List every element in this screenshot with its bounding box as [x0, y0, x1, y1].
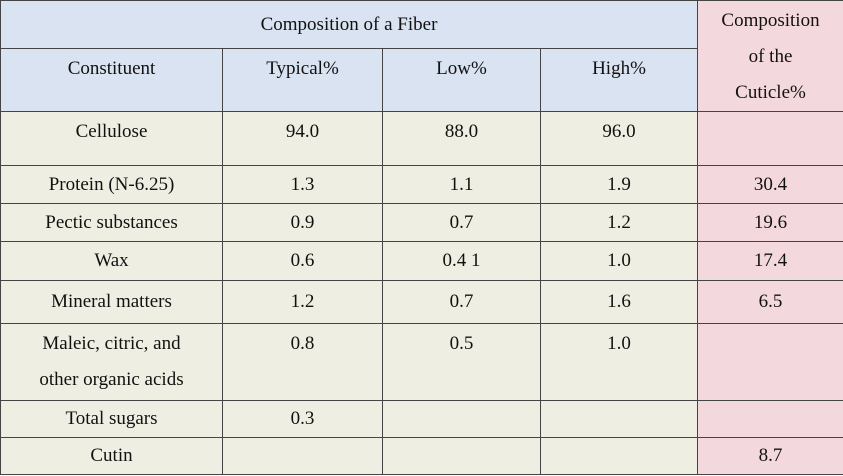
typical-cell [222, 437, 383, 475]
column-header-high: High% [540, 48, 698, 112]
typical-cell: 0.6 [222, 241, 383, 281]
constituent-name: Total sugars [65, 408, 158, 429]
column-header-typical: Typical% [222, 48, 383, 112]
table-row: Total sugars 0.3 [0, 400, 843, 438]
constituent-cell: Total sugars [0, 400, 223, 438]
high-cell [540, 400, 698, 438]
table-row: Mineral matters 1.2 0.7 1.6 6.5 [0, 280, 843, 324]
table-row: Wax 0.6 0.4 1 1.0 17.4 [0, 241, 843, 281]
constituent-cell: Wax [0, 241, 223, 281]
high-cell: 1.9 [540, 165, 698, 204]
column-header-low: Low% [382, 48, 541, 112]
constituent-name: Mineral matters [51, 291, 172, 312]
table-row: Cutin 8.7 [0, 437, 843, 475]
high-cell: 96.0 [540, 111, 698, 166]
low-cell: 88.0 [382, 111, 541, 166]
constituent-name: Wax [94, 250, 129, 271]
header-row-top: Composition of a Fiber Composition of th… [0, 0, 843, 112]
constituent-cell: Cellulose [0, 111, 223, 166]
typical-cell: 1.2 [222, 280, 383, 324]
constituent-name: Pectic substances [45, 211, 178, 233]
cuticle-composition-header: Composition of the Cuticle% [697, 0, 843, 112]
constituent-cell: Pectic substances [0, 203, 223, 242]
cuticle-cell: 8.7 [697, 437, 843, 475]
high-cell: 1.2 [540, 203, 698, 242]
constituent-name: Cutin [90, 445, 133, 466]
typical-cell: 1.3 [222, 165, 383, 204]
cuticle-cell: 19.6 [697, 203, 843, 242]
cuticle-cell: 6.5 [697, 280, 843, 324]
high-cell: 1.0 [540, 241, 698, 281]
constituent-name: Cellulose [75, 121, 148, 142]
low-cell: 0.7 [382, 280, 541, 324]
table-row: Protein (N-6.25) 1.3 1.1 1.9 30.4 [0, 165, 843, 204]
low-cell: 1.1 [382, 165, 541, 204]
header-row-columns: Constituent Typical% Low% High% [0, 48, 843, 112]
low-cell: 0.7 [382, 203, 541, 242]
table-row: Maleic, citric, and other organic acids … [0, 323, 843, 401]
typical-cell: 94.0 [222, 111, 383, 166]
cuticle-header-line-3: Cuticle% [735, 82, 806, 103]
cuticle-cell: 17.4 [697, 241, 843, 281]
low-cell: 0.4 1 [382, 241, 541, 281]
typical-cell: 0.3 [222, 400, 383, 438]
cuticle-cell [697, 323, 843, 401]
table-row: Pectic substances 0.9 0.7 1.2 19.6 [0, 203, 843, 242]
high-cell [540, 437, 698, 475]
constituent-cell: Protein (N-6.25) [0, 165, 223, 204]
high-cell: 1.6 [540, 280, 698, 324]
constituent-name-line-2: other organic acids [39, 369, 184, 390]
column-header-constituent: Constituent [0, 48, 223, 112]
constituent-cell: Mineral matters [0, 280, 223, 324]
low-cell [382, 400, 541, 438]
cuticle-cell [697, 111, 843, 166]
constituent-name: Protein (N-6.25) [48, 173, 175, 195]
typical-cell: 0.8 [222, 323, 383, 401]
constituent-cell: Maleic, citric, and other organic acids [0, 323, 223, 401]
cuticle-cell: 30.4 [697, 165, 843, 204]
cuticle-header-line-1: Composition [721, 10, 820, 31]
low-cell [382, 437, 541, 475]
typical-cell: 0.9 [222, 203, 383, 242]
fiber-composition-header: Composition of a Fiber [0, 0, 698, 50]
cuticle-header-line-2: of the [748, 46, 793, 67]
low-cell: 0.5 [382, 323, 541, 401]
constituent-cell: Cutin [0, 437, 223, 475]
high-cell: 1.0 [540, 323, 698, 401]
cuticle-cell [697, 400, 843, 438]
table-row: Cellulose 94.0 88.0 96.0 [0, 111, 843, 166]
constituent-name-line-1: Maleic, citric, and [42, 333, 181, 354]
